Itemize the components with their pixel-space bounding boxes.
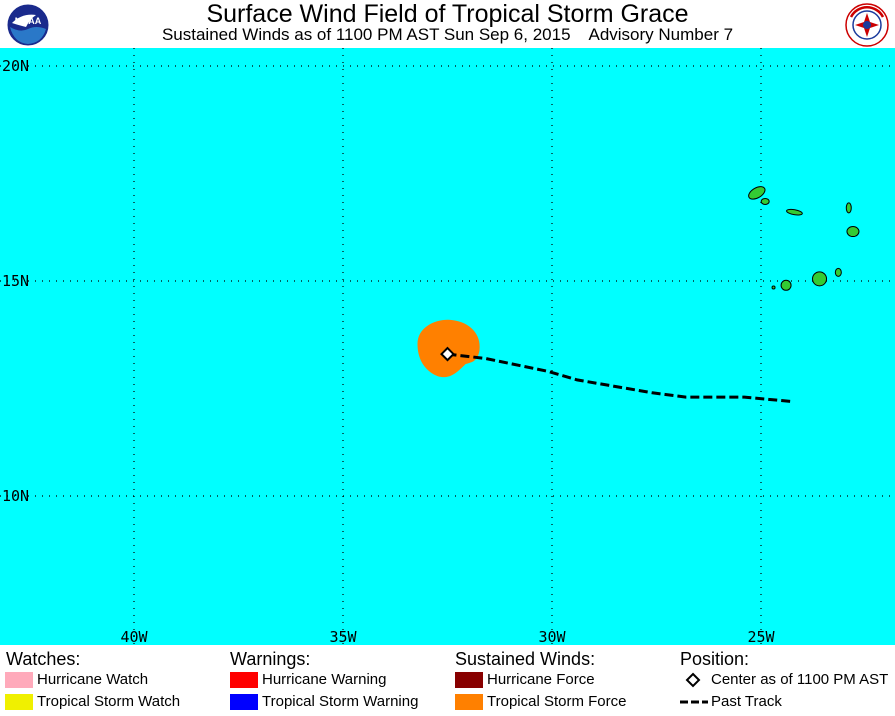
lon-label: 30W: [538, 628, 566, 645]
island: [834, 267, 842, 277]
map-canvas: 20N 15N 10N 40W 35W 30W 25W: [0, 48, 895, 645]
lat-label: 10N: [2, 487, 29, 505]
lon-label: 40W: [120, 628, 148, 645]
lon-label: 35W: [329, 628, 357, 645]
past-track-line-icon: [680, 700, 708, 704]
legend-watches-heading: Watches:: [6, 649, 81, 669]
lat-label: 20N: [2, 57, 29, 75]
noaa-logo-icon: NOAA: [6, 3, 50, 47]
nws-logo-icon: [845, 3, 889, 47]
map-title: Surface Wind Field of Tropical Storm Gra…: [206, 0, 689, 28]
island: [845, 202, 852, 214]
tropical-storm-force-label: Tropical Storm Force: [487, 693, 627, 710]
island: [748, 186, 766, 200]
storm-center-marker: [440, 346, 455, 362]
map-subtitle: Sustained Winds as of 1100 PM AST Sun Se…: [161, 25, 734, 44]
tropical-storm-warning-swatch: [230, 694, 258, 710]
past-track-line: [447, 352, 791, 403]
island: [760, 197, 770, 205]
lon-label: 25W: [747, 628, 775, 645]
legend-position-heading: Position:: [680, 649, 750, 669]
header: Surface Wind Field of Tropical Storm Gra…: [0, 0, 895, 48]
hurricane-warning-label: Hurricane Warning: [262, 671, 387, 688]
island: [812, 271, 828, 287]
center-position-label: Center as of 1100 PM AST: [711, 671, 889, 688]
lat-lon-grid: [0, 48, 895, 645]
lat-label: 15N: [2, 272, 29, 290]
past-track: [447, 352, 791, 403]
island: [846, 226, 860, 238]
island: [780, 279, 792, 291]
hurricane-watch-swatch: [5, 672, 33, 688]
past-track-label: Past Track: [711, 693, 782, 710]
grid-labels: 20N 15N 10N 40W 35W 30W 25W: [2, 57, 776, 645]
tropical-storm-force-swatch: [455, 694, 483, 710]
island: [771, 285, 776, 290]
tropical-storm-watch-label: Tropical Storm Watch: [37, 693, 181, 710]
tropical-storm-watch-swatch: [5, 694, 33, 710]
hurricane-watch-label: Hurricane Watch: [37, 671, 149, 688]
hurricane-warning-swatch: [230, 672, 258, 688]
cape-verde-islands: [748, 186, 860, 291]
hurricane-force-swatch: [455, 672, 483, 688]
svg-text:NOAA: NOAA: [15, 16, 42, 26]
hurricane-force-label: Hurricane Force: [487, 671, 595, 688]
center-diamond-icon: [685, 672, 701, 688]
legend-winds-heading: Sustained Winds:: [455, 649, 596, 669]
tropical-storm-warning-label: Tropical Storm Warning: [262, 693, 419, 710]
island: [786, 208, 803, 216]
storm-center-diamond: [440, 346, 455, 362]
legend: Watches: Hurricane Watch Tropical Storm …: [0, 645, 895, 716]
legend-warnings-heading: Warnings:: [230, 649, 311, 669]
